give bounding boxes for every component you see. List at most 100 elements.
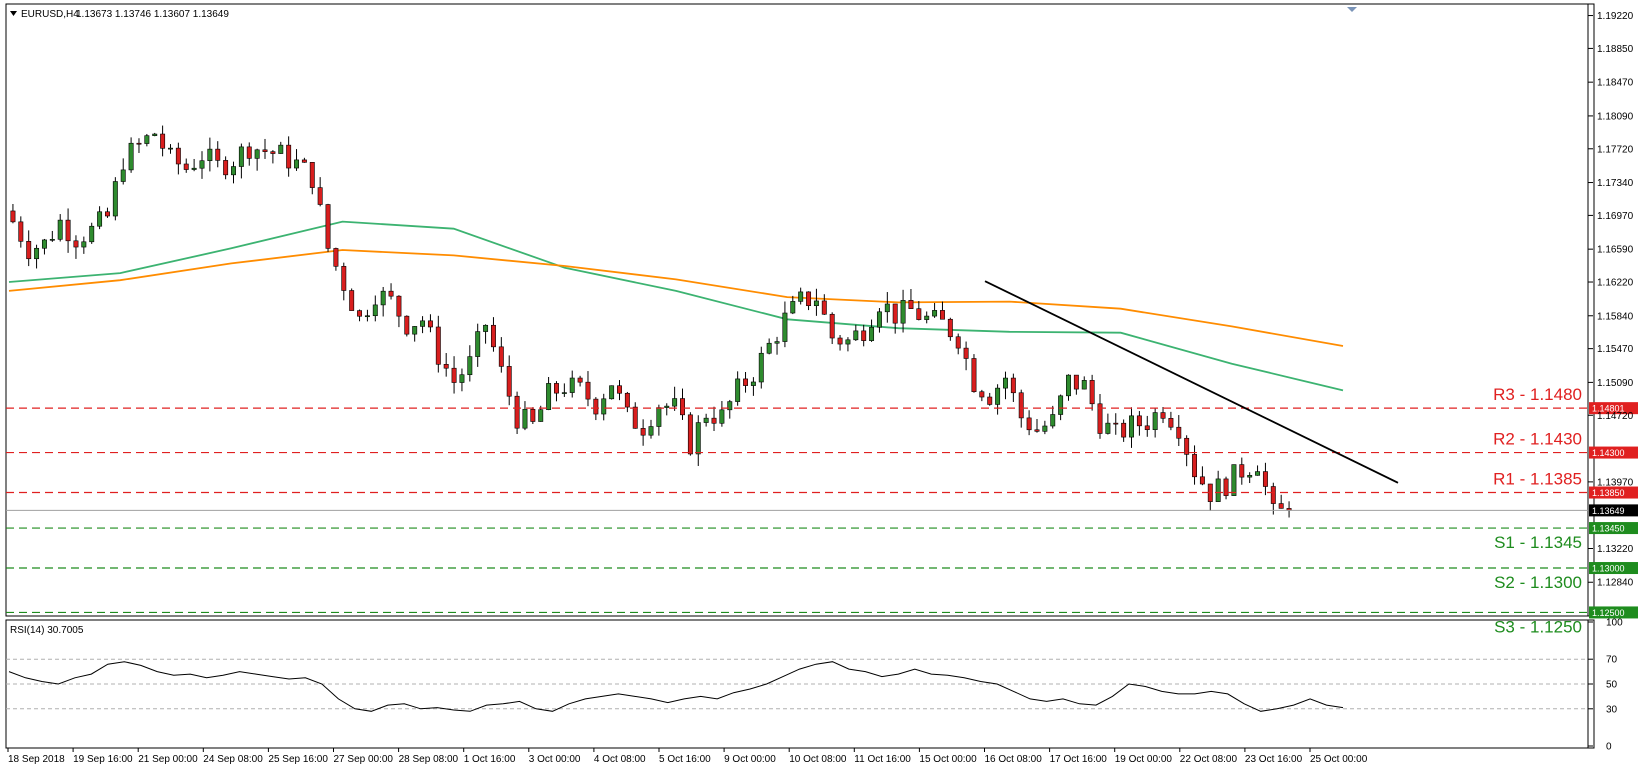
bull-candle [459,374,465,383]
bear-candle [443,364,449,369]
bear-candle [427,320,433,328]
bull-candle [1105,422,1111,434]
bull-candle [790,301,796,314]
bull-candle [522,408,528,429]
bear-candle [1239,464,1245,478]
bull-candle [1215,478,1221,502]
bear-candle [404,315,410,335]
bear-candle [861,330,867,341]
bull-candle [81,241,87,248]
price-tick-label: 1.17340 [1597,178,1634,189]
bull-candle [1129,415,1134,438]
price-badge-text: 1.14801 [1592,404,1625,414]
bear-candle [711,417,717,424]
bear-candle [317,187,323,205]
price-tick-label: 1.12840 [1597,578,1634,589]
price-badge [1589,522,1638,535]
time-tick-label: 27 Sep 00:00 [334,754,394,765]
bull-candle [168,147,173,150]
bear-candle [1176,426,1182,439]
bull-candle [294,159,299,169]
price-tick-label: 1.18850 [1597,44,1634,55]
price-axis-ticks: 1.19220 1.18850 1.18470 1.18090 1.17720 1.173… [1588,11,1634,589]
bear-candle [1223,478,1229,496]
support-level-label: S3 - 1.1250 [1494,617,1582,636]
bull-candle [1081,380,1087,390]
bull-candle [798,291,804,302]
price-panel-frame [5,3,1595,617]
bear-candle [1184,437,1190,455]
price-badge-text: 1.13450 [1592,524,1625,534]
time-tick-label: 4 Oct 08:00 [594,754,646,765]
price-tick-label: 1.14720 [1597,411,1634,422]
bull-candle [884,303,890,313]
bull-candle [152,133,158,136]
bear-candle [1160,412,1166,419]
bull-candle [475,331,481,357]
bear-candle [947,318,953,338]
bear-candle [743,378,748,386]
shift-marker-icon[interactable] [1347,7,1357,12]
bear-candle [65,219,71,242]
bull-candle [372,304,378,317]
time-tick-label: 19 Sep 16:00 [73,754,133,765]
rsi-series [8,661,1344,712]
resistance-level-label: R1 - 1.1385 [1493,470,1582,489]
bear-candle [829,313,835,339]
bear-candle [1026,417,1032,431]
bull-candle [782,312,788,342]
bear-candle [955,336,961,349]
bear-candle [1270,486,1276,504]
time-tick-label: 24 Sep 08:00 [203,754,263,765]
bear-candle [963,347,969,359]
price-tick-label: 1.17720 [1597,144,1634,155]
bear-candle [10,210,16,223]
price-tick-label: 1.13970 [1597,477,1634,488]
bear-candle [554,383,559,394]
bear-candle [309,162,315,188]
collapse-triangle-icon[interactable] [10,11,17,16]
bull-candle [774,341,780,344]
bull-candle [467,356,473,376]
bear-candle [892,303,898,324]
bull-candle [703,417,709,423]
bear-candle [514,395,520,429]
bull-candle [1247,475,1253,478]
bear-candle [270,151,276,154]
rsi-label: RSI(14) 30.7005 [10,625,84,636]
bear-candle [593,398,599,415]
current-price-badge [1589,504,1638,517]
bull-candle [97,211,103,227]
support-level-label: S1 - 1.1345 [1494,533,1582,552]
bull-candle [845,339,851,345]
bull-candle [876,311,882,328]
bear-candle [1097,403,1103,434]
bear-candle [246,146,252,159]
downtrend-line [984,280,1399,484]
time-tick-label: 25 Oct 00:00 [1310,754,1368,765]
bear-candle [971,358,977,393]
bear-candle [939,310,945,320]
bear-candle [388,290,394,297]
bear-candle [1113,422,1119,425]
bull-candle [546,383,552,410]
bull-candle [238,146,244,167]
bear-candle [1262,471,1268,487]
bear-candle [26,241,32,260]
bear-candle [1034,429,1040,432]
bear-candle [435,326,441,365]
bull-candle [49,239,55,241]
price-tick-label: 1.15470 [1597,344,1634,355]
rsi-axis-ticks: 100 70 50 30 0 [1588,618,1623,753]
time-tick-label: 23 Oct 16:00 [1245,754,1303,765]
bull-candle [34,247,40,260]
bull-candle [538,409,544,422]
resistance-level-label: R2 - 1.1430 [1493,430,1582,449]
price-badge-text: 1.12500 [1592,608,1625,618]
bull-candle [656,407,662,427]
price-tick-label: 1.18470 [1597,78,1634,89]
bear-candle [1278,503,1284,509]
bull-candle [112,181,118,217]
time-tick-label: 28 Sep 08:00 [399,754,459,765]
bull-candle [1152,412,1158,430]
